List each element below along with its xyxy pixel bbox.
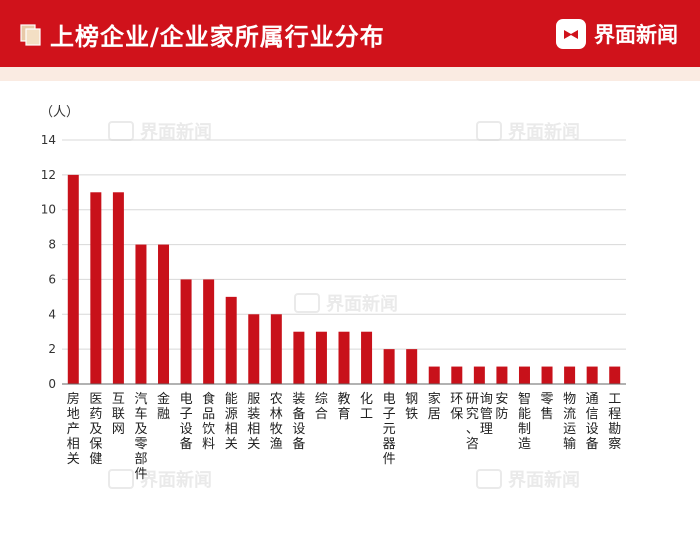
bar bbox=[248, 314, 260, 384]
bar bbox=[90, 192, 102, 384]
bar bbox=[338, 331, 350, 384]
bar bbox=[406, 349, 418, 384]
y-tick-label: 8 bbox=[48, 238, 56, 252]
bar bbox=[112, 192, 124, 384]
watermark-text: 界面新闻 bbox=[508, 122, 580, 143]
brand: 界面新闻 bbox=[556, 18, 678, 50]
y-tick-label: 12 bbox=[41, 168, 56, 182]
y-tick-label: 2 bbox=[48, 342, 56, 356]
x-tick-label: 环保 bbox=[450, 392, 463, 422]
y-tick-label: 6 bbox=[48, 272, 56, 286]
page-title: 上榜企业/企业家所属行业分布 bbox=[50, 23, 385, 51]
bar bbox=[564, 366, 576, 384]
x-tick-label: 研究、咨询管理 bbox=[466, 392, 493, 452]
bar bbox=[496, 366, 508, 384]
x-tick-label: 钢铁 bbox=[405, 392, 418, 422]
watermark: 界面新闻 bbox=[294, 290, 398, 316]
x-tick-label: 农林牧渔 bbox=[270, 392, 283, 452]
x-tick-label: 化工 bbox=[360, 392, 373, 422]
x-tick-label: 工程勘察 bbox=[608, 392, 621, 452]
bar bbox=[293, 331, 305, 384]
bar bbox=[67, 174, 79, 384]
watermark-text: 界面新闻 bbox=[508, 470, 580, 491]
y-axis-unit-label: （人） bbox=[40, 105, 79, 120]
bar bbox=[135, 244, 147, 384]
x-tick-label: 汽车及零部件 bbox=[134, 392, 147, 482]
bar bbox=[203, 279, 215, 384]
x-tick-label: 物流运输 bbox=[563, 392, 576, 452]
watermark: 界面新闻 bbox=[108, 466, 212, 492]
watermark-logo-icon bbox=[294, 293, 320, 313]
bar bbox=[270, 314, 282, 384]
x-tick-label: 通信设备 bbox=[586, 392, 599, 452]
x-tick-label: 互联网 bbox=[112, 392, 125, 437]
bar bbox=[158, 244, 170, 384]
x-tick-label: 服装相关 bbox=[247, 392, 260, 452]
y-tick-label: 4 bbox=[48, 307, 56, 321]
document-icon bbox=[20, 24, 41, 46]
bar bbox=[315, 331, 327, 384]
bar bbox=[473, 366, 485, 384]
x-tick-label: 零售 bbox=[541, 392, 554, 422]
y-tick-label: 0 bbox=[48, 377, 56, 391]
bar bbox=[225, 296, 237, 384]
x-tick-label: 能源相关 bbox=[225, 392, 238, 452]
x-tick-label: 家居 bbox=[428, 391, 441, 422]
watermark-logo-icon bbox=[108, 469, 134, 489]
x-tick-label: 教育 bbox=[337, 391, 350, 422]
watermark-logo-icon bbox=[476, 469, 502, 489]
x-tick-label: 安防 bbox=[495, 392, 508, 422]
bar bbox=[586, 366, 598, 384]
header-banner: 上榜企业/企业家所属行业分布 界面新闻 bbox=[0, 0, 700, 67]
bar-chart: （人） 0 2 4 6 8 10 12 14 房地产相关医药及保健互联网汽车及零部件金融电子设备食… bbox=[40, 105, 626, 482]
bar bbox=[518, 366, 530, 384]
x-tick-label: 房地产相关 bbox=[67, 391, 80, 467]
x-tick-label: 电子元器件 bbox=[383, 392, 396, 467]
watermark-text: 界面新闻 bbox=[326, 294, 398, 315]
y-tick-label: 10 bbox=[41, 203, 56, 217]
x-tick-label: 装备设备 bbox=[292, 392, 305, 452]
x-tick-label: 金融 bbox=[157, 391, 170, 422]
bar bbox=[428, 366, 440, 384]
x-tick-label: 电子设备 bbox=[180, 392, 193, 452]
x-tick-label: 智能制造 bbox=[518, 392, 531, 452]
bar bbox=[609, 366, 621, 384]
bar bbox=[451, 366, 463, 384]
bar bbox=[180, 279, 192, 384]
x-tick-label: 食品饮料 bbox=[202, 391, 215, 452]
bar bbox=[541, 366, 553, 384]
bar bbox=[361, 331, 373, 384]
brand-name: 界面新闻 bbox=[594, 23, 678, 47]
brand-logo-icon bbox=[556, 19, 586, 49]
watermark-text: 界面新闻 bbox=[140, 122, 212, 143]
x-tick-label: 综合 bbox=[315, 392, 328, 422]
watermark-text: 界面新闻 bbox=[140, 470, 212, 491]
watermark: 界面新闻 bbox=[476, 466, 580, 492]
accent-bar bbox=[0, 67, 700, 81]
x-tick-label: 医药及保健 bbox=[89, 392, 102, 467]
y-tick-label: 14 bbox=[41, 133, 56, 147]
bar bbox=[383, 349, 395, 384]
